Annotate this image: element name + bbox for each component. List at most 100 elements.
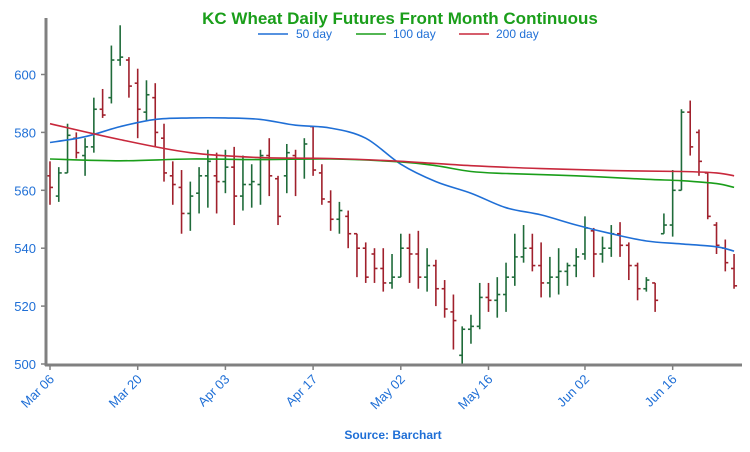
ohlc-bar <box>389 253 396 289</box>
ohlc-bar <box>161 123 168 182</box>
ohlc-bar <box>82 138 89 176</box>
ohlc-bar <box>371 248 378 283</box>
ohlc-bar <box>275 175 282 226</box>
ohlc-bar <box>143 80 150 121</box>
ohlc-bar <box>538 242 545 298</box>
ohlc-bar <box>678 109 685 192</box>
ohlc-bar <box>441 280 448 318</box>
ohlc-bar <box>117 25 124 66</box>
y-tick-label: 560 <box>14 183 36 198</box>
ohlc-bar <box>73 132 80 159</box>
ohlc-bar <box>722 239 729 272</box>
y-axis-ticks: 500 520 540 560 580 600 <box>14 68 46 372</box>
ohlc-bar <box>695 129 702 176</box>
ohlc-bar <box>406 233 413 283</box>
ohlc-bar <box>485 282 492 312</box>
ohlc-bar <box>450 294 457 350</box>
x-tick-label: Apr 17 <box>283 372 321 410</box>
x-tick-label: Mar 20 <box>106 372 145 411</box>
ohlc-bar <box>503 262 510 312</box>
ohlc-bar <box>459 326 466 364</box>
ohlc-bar <box>634 262 641 301</box>
ohlc-bar <box>90 97 97 153</box>
line-200-day <box>49 122 735 177</box>
ohlc-bar <box>555 248 562 295</box>
x-tick-label: Jun 02 <box>554 372 592 410</box>
line-100-day <box>49 158 735 189</box>
ohlc-bar <box>125 57 132 98</box>
y-tick-label: 540 <box>14 241 36 256</box>
ohlc-bar <box>47 161 53 205</box>
ohlc-bar <box>625 242 632 281</box>
ohlc-bar <box>336 201 343 234</box>
ohlc-bar <box>397 233 404 278</box>
ohlc-bar <box>248 164 255 208</box>
ohlc-bar <box>424 248 431 292</box>
ohlc-bar <box>380 248 387 292</box>
ohlc-bar <box>55 167 62 202</box>
line-50-day <box>49 116 735 252</box>
ohlc-bar <box>178 170 185 234</box>
ohlc-bar <box>581 216 588 260</box>
y-tick-label: 600 <box>14 68 36 83</box>
legend: 50 day 100 day 200 day <box>258 27 539 41</box>
ohlc-bar <box>152 83 159 147</box>
chart-title: KC Wheat Daily Futures Front Month Conti… <box>202 9 598 28</box>
ohlc-bar <box>511 233 518 286</box>
ohlc-bar <box>704 172 711 220</box>
ohlc-bar <box>713 222 720 254</box>
ohlc-bar <box>362 242 369 283</box>
ohlc-bar <box>169 161 176 205</box>
ohlc-bar <box>134 68 141 139</box>
ohlc-bar <box>222 149 229 194</box>
legend-label-100-day: 100 day <box>393 27 436 41</box>
ohlc-bar <box>64 123 71 174</box>
ohlc-bar <box>731 253 738 289</box>
ohlc-bar <box>617 222 624 257</box>
ohlc-bar <box>520 225 527 263</box>
legend-label-50-day: 50 day <box>296 27 332 41</box>
x-tick-label: May 16 <box>455 372 496 413</box>
ohlc-bar <box>529 233 536 272</box>
ohlc-bar <box>292 149 299 197</box>
ohlc-bar <box>239 155 246 211</box>
ohlc-bar <box>590 227 597 278</box>
ohlc-bar <box>660 213 667 235</box>
ohlc-bar <box>669 170 676 237</box>
ohlc-bar <box>432 259 439 307</box>
ohlc-bar <box>599 236 606 263</box>
ohlc-bar <box>573 248 580 278</box>
x-tick-label: Jun 16 <box>642 372 680 410</box>
ohlc-bar <box>99 88 106 118</box>
source-note: Source: Barchart <box>344 428 441 442</box>
ohlc-bar <box>415 230 422 289</box>
y-tick-label: 520 <box>14 299 36 314</box>
ohlc-bar <box>643 277 650 292</box>
ohlc-bar <box>213 152 220 214</box>
ohlc-bar <box>187 181 194 231</box>
ohlc-bar <box>318 164 325 205</box>
ohlc-bar <box>345 210 352 249</box>
ohlc-bar <box>266 138 273 197</box>
ohlc-bar <box>652 282 659 312</box>
ohlc-bar <box>687 100 694 156</box>
ohlc-bar <box>310 125 317 176</box>
x-tick-label: May 02 <box>367 372 408 413</box>
moving-average-lines <box>49 116 735 252</box>
y-tick-label: 500 <box>14 357 36 372</box>
ohlc-bar <box>608 225 615 257</box>
ohlc-bar <box>327 190 334 231</box>
x-axis-ticks: Mar 06 Mar 20 Apr 03 Apr 17 May 02 May 16 Jun … <box>18 365 680 412</box>
x-tick-label: Mar 06 <box>18 372 57 411</box>
ohlc-bars <box>47 25 738 364</box>
y-tick-label: 580 <box>14 125 36 140</box>
ohlc-bar <box>196 167 203 214</box>
ohlc-bar <box>467 314 474 344</box>
ohlc-bar <box>283 143 290 194</box>
ohlc-bar <box>108 45 115 104</box>
ohlc-bar <box>494 277 501 318</box>
ohlc-bar <box>476 282 483 330</box>
ohlc-bar <box>353 232 360 278</box>
ohlc-bar <box>564 262 571 286</box>
